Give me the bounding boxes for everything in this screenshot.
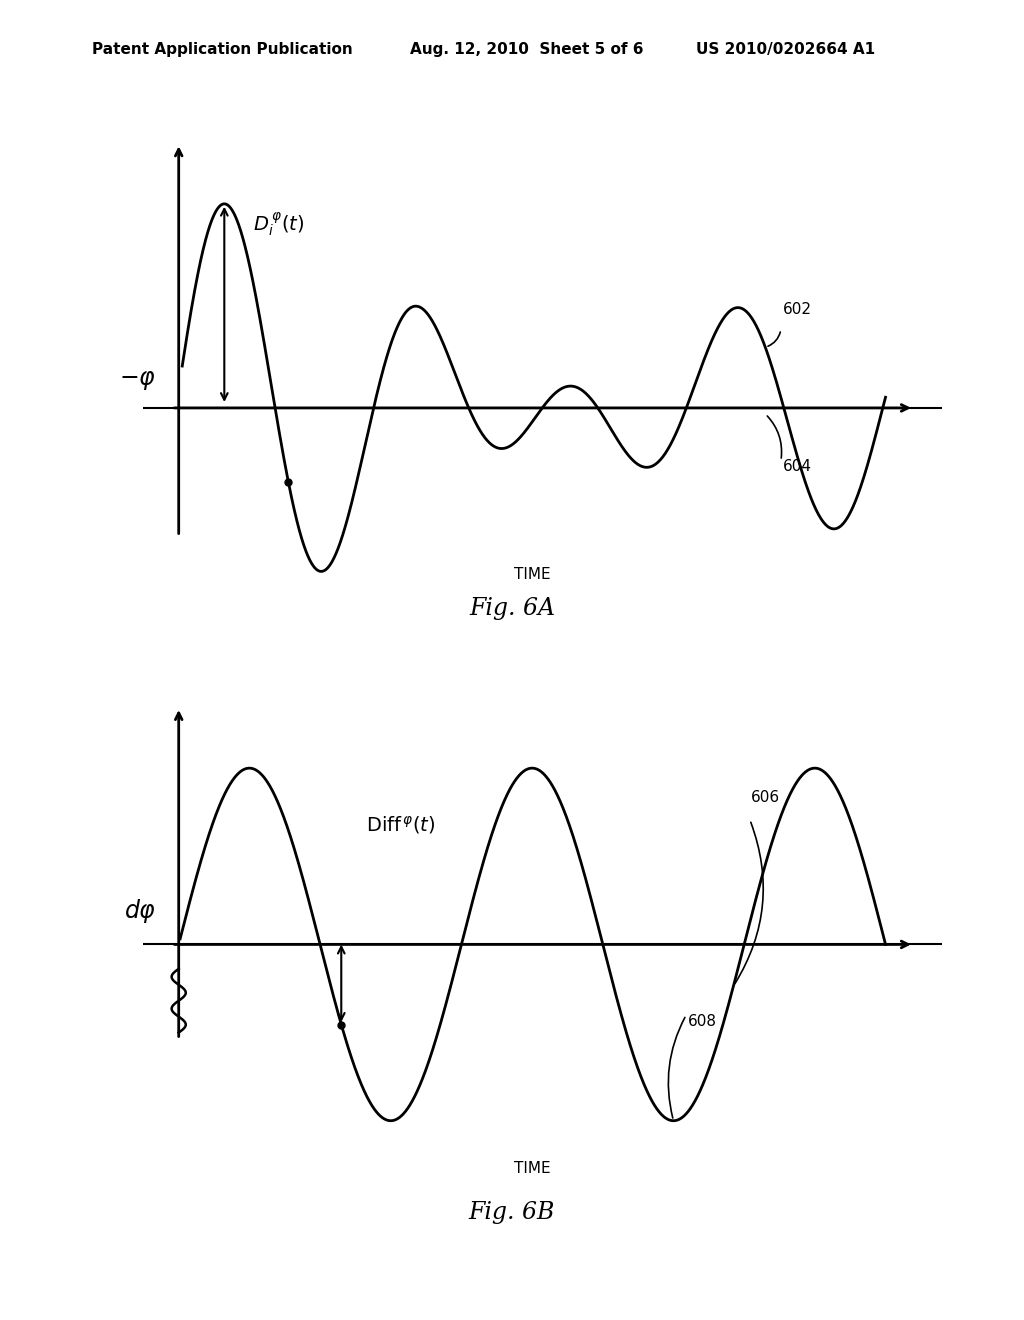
Text: 604: 604: [783, 459, 812, 474]
Text: 608: 608: [688, 1014, 717, 1028]
Text: Fig. 6B: Fig. 6B: [469, 1201, 555, 1224]
Text: TIME: TIME: [514, 1162, 551, 1176]
Text: TIME: TIME: [514, 566, 551, 582]
Text: Fig. 6A: Fig. 6A: [469, 597, 555, 619]
Text: Patent Application Publication: Patent Application Publication: [92, 42, 353, 57]
Text: Aug. 12, 2010  Sheet 5 of 6: Aug. 12, 2010 Sheet 5 of 6: [410, 42, 643, 57]
Text: 602: 602: [783, 302, 812, 317]
Text: 606: 606: [752, 791, 780, 805]
Text: $\mathrm{Diff}^{\,\varphi}(t)$: $\mathrm{Diff}^{\,\varphi}(t)$: [366, 814, 435, 836]
Text: US 2010/0202664 A1: US 2010/0202664 A1: [696, 42, 876, 57]
Text: $d\varphi$: $d\varphi$: [124, 896, 156, 924]
Text: $-\varphi$: $-\varphi$: [119, 370, 156, 392]
Text: $D_{\mathit{i}}^{\,\varphi}(t)$: $D_{\mathit{i}}^{\,\varphi}(t)$: [253, 211, 304, 239]
